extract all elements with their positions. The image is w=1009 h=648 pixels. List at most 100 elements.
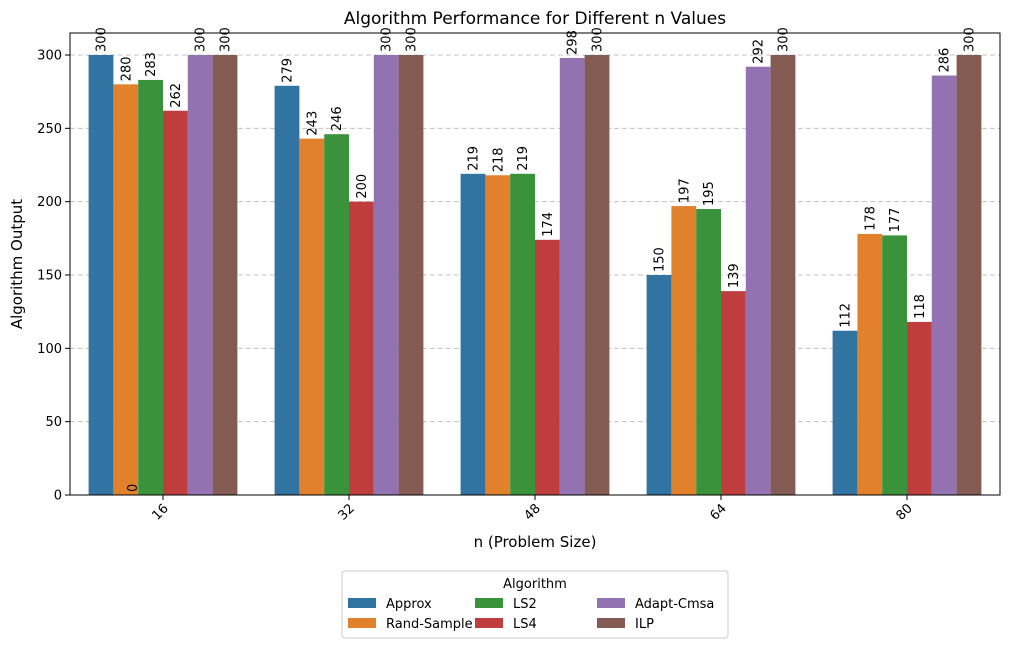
bar-label: 300 <box>405 27 420 52</box>
y-tick-label: 50 <box>45 415 62 430</box>
bar <box>88 55 114 495</box>
legend-swatch <box>597 618 625 628</box>
bar-label: 200 <box>355 174 370 199</box>
bar-label: 178 <box>863 206 878 231</box>
legend-item: ILP <box>597 617 654 632</box>
bar <box>646 275 672 495</box>
bar-label: 243 <box>305 111 320 136</box>
bar-label: 280 <box>119 57 134 82</box>
y-axis: 0 50 100 150 200 250 300 <box>37 49 70 504</box>
bar <box>349 201 374 495</box>
bar <box>510 173 535 496</box>
bar-label: 150 <box>653 247 668 272</box>
bar-label: 112 <box>839 303 854 328</box>
bar-label: 300 <box>95 27 110 52</box>
legend-swatch <box>475 598 503 608</box>
bar <box>696 209 721 495</box>
bar <box>163 110 188 495</box>
bar <box>324 134 349 495</box>
bar-label: 300 <box>777 27 792 52</box>
bar <box>721 291 746 495</box>
bar <box>299 138 325 495</box>
bar-label: 118 <box>913 294 928 319</box>
bar <box>745 66 771 495</box>
legend-label: Adapt-Cmsa <box>635 597 714 612</box>
y-tick-label: 0 <box>54 489 62 504</box>
bar-label: 300 <box>591 27 606 52</box>
bar <box>138 79 163 495</box>
legend-item: Approx <box>348 597 432 612</box>
legend-label: ILP <box>635 617 654 632</box>
legend-title: Algorithm <box>503 577 567 592</box>
bar-label: 197 <box>677 178 692 203</box>
bar <box>535 239 560 495</box>
bar <box>113 84 139 495</box>
bar <box>907 321 932 495</box>
y-tick-label: 250 <box>37 122 62 137</box>
bar-label: 300 <box>963 27 978 52</box>
bar-label: 219 <box>467 146 482 171</box>
legend-label: Rand-Sample <box>386 617 473 632</box>
legend-item: Rand-Sample <box>348 617 473 632</box>
legend-item: LS4 <box>475 617 537 632</box>
bar <box>212 55 238 495</box>
bar <box>832 330 858 495</box>
legend-swatch <box>475 618 503 628</box>
bar <box>770 55 796 495</box>
legend-swatch <box>597 598 625 608</box>
bar-label: 292 <box>752 39 767 64</box>
bar <box>485 175 511 495</box>
y-axis-label: Algorithm Output <box>8 199 26 329</box>
x-tick-label: 48 <box>522 501 544 523</box>
bar-label: 177 <box>888 208 903 233</box>
legend: Algorithm Approx Rand-Sample LS2 LS4 Adapt-C… <box>341 570 729 639</box>
bar-label: 279 <box>281 58 296 83</box>
legend-item: Adapt-Cmsa <box>597 597 714 612</box>
bar-label: 286 <box>938 48 953 73</box>
x-tick-label: 16 <box>150 501 172 523</box>
bar-label: 283 <box>144 52 159 77</box>
y-tick-label: 100 <box>37 342 62 357</box>
bar <box>460 173 486 496</box>
legend-label: Approx <box>386 597 432 612</box>
legend-box <box>341 570 729 639</box>
bar-label: 219 <box>516 146 531 171</box>
x-tick-label: 32 <box>336 501 358 523</box>
bar-label: 195 <box>702 181 717 206</box>
bar <box>373 55 399 495</box>
y-tick-label: 200 <box>37 195 62 210</box>
bar-label: 246 <box>330 106 345 131</box>
bar-label: 262 <box>169 83 184 108</box>
legend-label: LS4 <box>513 617 537 632</box>
x-axis-label: n (Problem Size) <box>474 533 597 551</box>
bar-label: 300 <box>219 27 234 52</box>
x-tick-label: 64 <box>708 501 730 523</box>
bar <box>398 55 424 495</box>
legend-item: LS2 <box>475 597 537 612</box>
bar <box>956 55 982 495</box>
bar <box>671 206 697 496</box>
bar-label: 298 <box>566 30 581 55</box>
bar <box>274 85 300 496</box>
x-tick-label: 80 <box>894 501 916 523</box>
annotations: 0 <box>126 484 141 492</box>
legend-swatch <box>348 598 376 608</box>
legend-swatch <box>348 618 376 628</box>
bar-label: 300 <box>380 27 395 52</box>
bars <box>88 55 982 496</box>
bar-label: 300 <box>194 27 209 52</box>
y-tick-label: 300 <box>37 49 62 64</box>
legend-label: LS2 <box>513 597 537 612</box>
bar <box>559 57 585 495</box>
x-axis: 16 32 48 64 80 <box>150 495 916 524</box>
bar <box>882 235 907 495</box>
y-tick-label: 150 <box>37 269 62 284</box>
annotation-label: 0 <box>126 484 141 492</box>
bar-label: 218 <box>491 147 506 172</box>
chart-title: Algorithm Performance for Different n Va… <box>344 9 726 29</box>
bar <box>584 55 610 495</box>
bar-label: 174 <box>541 212 556 237</box>
bar-label: 139 <box>727 263 742 288</box>
bar <box>931 75 957 496</box>
